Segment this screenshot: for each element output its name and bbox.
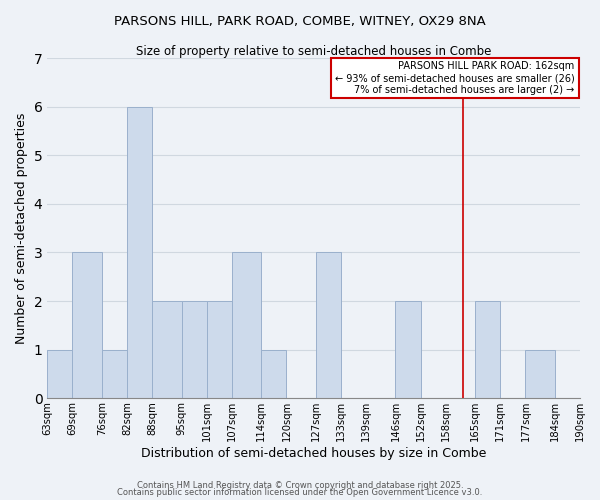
X-axis label: Distribution of semi-detached houses by size in Combe: Distribution of semi-detached houses by … — [141, 447, 487, 460]
Y-axis label: Number of semi-detached properties: Number of semi-detached properties — [15, 112, 28, 344]
Bar — [316, 252, 341, 398]
Bar — [102, 350, 127, 399]
Bar — [232, 252, 261, 398]
Text: Contains HM Land Registry data © Crown copyright and database right 2025.: Contains HM Land Registry data © Crown c… — [137, 480, 463, 490]
Bar — [127, 106, 152, 399]
Bar — [182, 301, 206, 398]
Bar — [206, 301, 232, 398]
Text: Contains public sector information licensed under the Open Government Licence v3: Contains public sector information licen… — [118, 488, 482, 497]
Bar — [47, 350, 73, 399]
Bar — [73, 252, 102, 398]
Text: PARSONS HILL PARK ROAD: 162sqm
← 93% of semi-detached houses are smaller (26)
7%: PARSONS HILL PARK ROAD: 162sqm ← 93% of … — [335, 62, 575, 94]
Text: PARSONS HILL, PARK ROAD, COMBE, WITNEY, OX29 8NA: PARSONS HILL, PARK ROAD, COMBE, WITNEY, … — [114, 15, 486, 28]
Bar — [261, 350, 286, 399]
Bar — [526, 350, 555, 399]
Bar — [395, 301, 421, 398]
Bar — [475, 301, 500, 398]
Title: Size of property relative to semi-detached houses in Combe: Size of property relative to semi-detach… — [136, 45, 491, 58]
Bar — [152, 301, 182, 398]
